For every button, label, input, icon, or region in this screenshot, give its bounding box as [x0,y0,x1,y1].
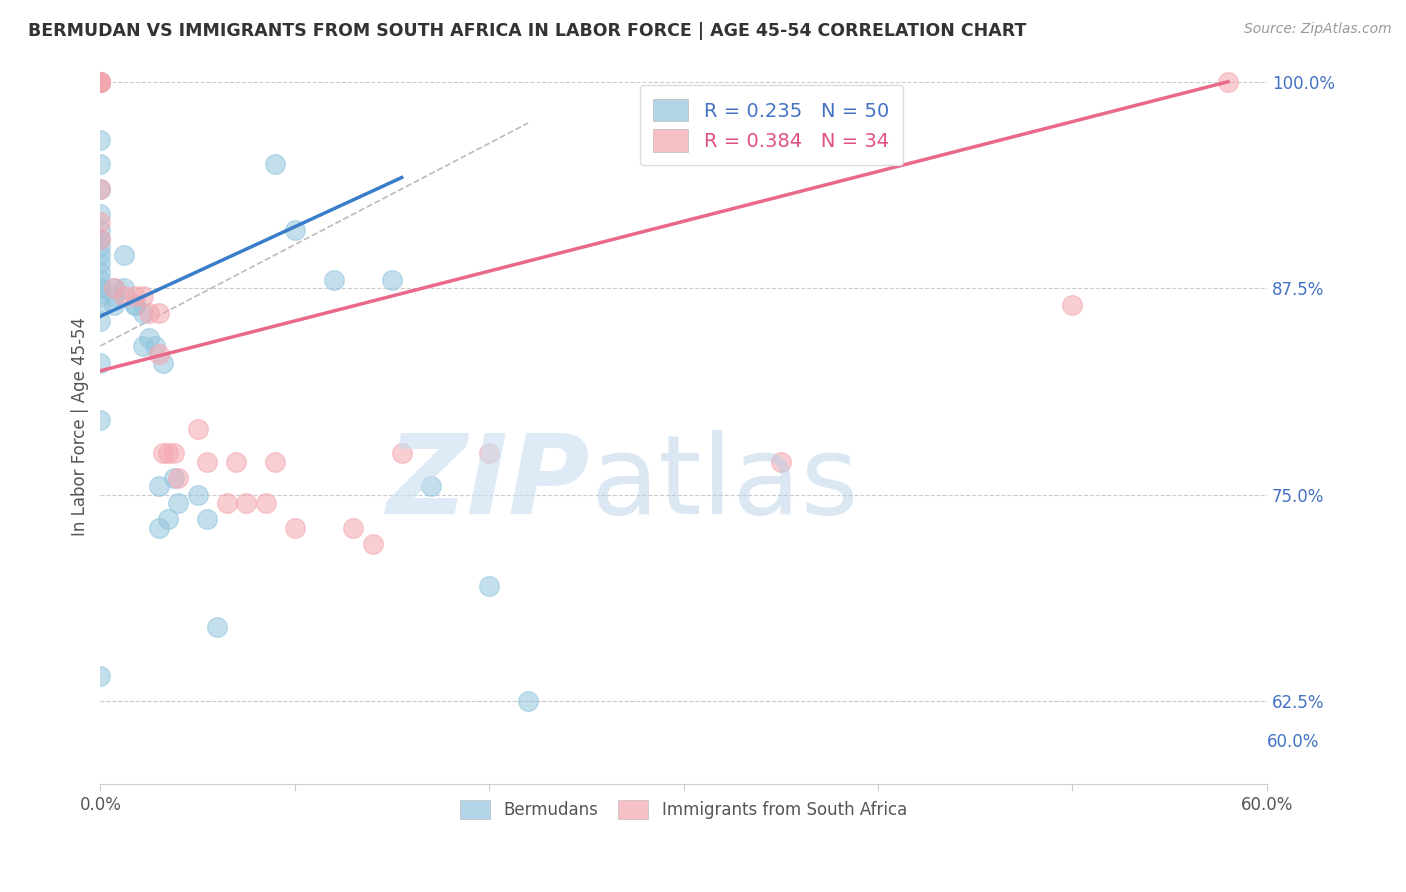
Legend: Bermudans, Immigrants from South Africa: Bermudans, Immigrants from South Africa [454,793,914,825]
Point [89,413,111,427]
Point [132,306,155,320]
Point [143,339,166,353]
Point [89,182,111,196]
Point [138,331,160,345]
Point [167,496,190,510]
Text: BERMUDAN VS IMMIGRANTS FROM SOUTH AFRICA IN LABOR FORCE | AGE 45-54 CORRELATION : BERMUDAN VS IMMIGRANTS FROM SOUTH AFRICA… [28,22,1026,40]
Point [89,157,111,171]
Point [148,347,170,361]
Point [152,355,174,369]
Point [124,298,146,312]
Point [89,75,111,89]
Point [124,289,146,303]
Point [112,281,135,295]
Point [89,215,111,229]
Point [89,75,111,89]
Point [1216,75,1239,89]
Point [138,306,160,320]
Point [478,578,501,592]
Point [225,455,247,469]
Point [89,298,111,312]
Point [89,314,111,328]
Point [205,620,228,634]
Point [89,75,111,89]
Point [89,75,111,89]
Point [163,446,186,460]
Point [157,446,180,460]
Point [89,223,111,237]
Point [517,694,540,708]
Point [157,512,180,526]
Point [89,355,111,369]
Point [103,298,125,312]
Text: ZIP: ZIP [387,430,591,537]
Point [322,273,344,287]
Point [89,240,111,254]
Point [103,281,125,295]
Point [89,265,111,279]
Text: 60.0%: 60.0% [1267,733,1319,751]
Point [89,281,111,295]
Point [132,339,155,353]
Point [342,521,364,535]
Point [195,455,218,469]
Point [152,446,174,460]
Point [89,289,111,303]
Point [1062,298,1084,312]
Point [89,75,111,89]
Point [89,75,111,89]
Point [112,289,135,303]
Y-axis label: In Labor Force | Age 45-54: In Labor Force | Age 45-54 [72,317,89,535]
Point [89,669,111,683]
Point [215,496,238,510]
Point [195,512,218,526]
Point [89,182,111,196]
Point [89,281,111,295]
Point [163,471,186,485]
Point [89,132,111,146]
Point [89,207,111,221]
Point [89,75,111,89]
Point [148,306,170,320]
Point [187,421,209,435]
Point [391,446,413,460]
Point [254,496,277,510]
Point [148,521,170,535]
Point [89,75,111,89]
Point [769,455,792,469]
Point [419,479,441,493]
Point [235,496,257,510]
Point [89,232,111,246]
Point [284,521,307,535]
Point [284,223,307,237]
Point [89,273,111,287]
Point [89,232,111,246]
Point [187,488,209,502]
Point [112,248,135,262]
Point [264,455,287,469]
Point [89,256,111,270]
Point [264,157,287,171]
Point [89,75,111,89]
Text: Source: ZipAtlas.com: Source: ZipAtlas.com [1244,22,1392,37]
Point [103,281,125,295]
Text: atlas: atlas [591,430,859,537]
Point [132,289,155,303]
Point [148,479,170,493]
Point [89,248,111,262]
Point [478,446,501,460]
Point [361,537,384,551]
Point [167,471,190,485]
Point [103,289,125,303]
Point [124,298,146,312]
Point [381,273,404,287]
